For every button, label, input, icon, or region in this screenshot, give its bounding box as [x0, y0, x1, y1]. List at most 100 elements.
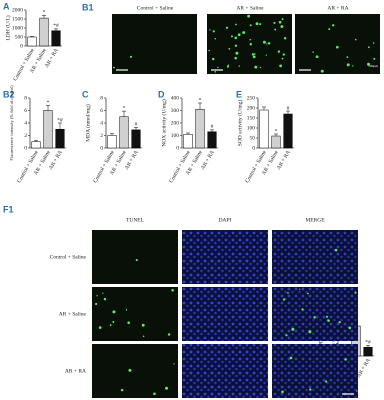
scale-label: 100μm	[356, 389, 366, 393]
column-label: AR + RA	[327, 5, 348, 11]
y-tick-label: 5	[332, 341, 335, 347]
cell	[120, 388, 124, 392]
cell	[327, 319, 330, 322]
cell	[249, 43, 253, 46]
cell	[153, 392, 156, 396]
micrograph-overlay	[272, 344, 358, 398]
bar	[271, 135, 281, 149]
cell	[307, 292, 309, 295]
cell	[208, 49, 210, 52]
bar	[119, 116, 129, 149]
cell	[291, 327, 295, 331]
micrograph	[182, 344, 268, 398]
cell	[253, 53, 256, 55]
annotation: *	[275, 128, 278, 134]
bar	[283, 113, 293, 149]
micrograph	[207, 14, 292, 74]
cell	[128, 368, 132, 372]
y-tick-label: 1500	[12, 16, 23, 22]
panel-label: B1	[82, 2, 94, 12]
cell	[127, 321, 130, 324]
cell	[273, 21, 276, 24]
y-tick-label: 100	[247, 125, 256, 131]
cell	[373, 57, 376, 60]
cell	[354, 38, 357, 41]
micrograph	[295, 14, 380, 74]
cell	[281, 57, 284, 60]
cell	[265, 54, 267, 56]
cell	[328, 28, 331, 31]
cell	[102, 292, 104, 294]
cell	[309, 388, 312, 391]
cell	[255, 22, 259, 26]
y-tick-label: 8	[100, 95, 103, 101]
cell	[237, 33, 241, 37]
y-tick-label: 200	[247, 105, 256, 111]
cell	[225, 26, 229, 29]
cell	[209, 29, 211, 31]
cell	[165, 386, 169, 390]
cell	[331, 24, 335, 27]
cell	[320, 69, 324, 73]
cell	[277, 50, 281, 53]
column-label: MERGE	[305, 217, 325, 223]
cell	[266, 43, 268, 45]
bar	[39, 17, 49, 47]
y-tick-label: 50	[250, 135, 256, 141]
y-tick-label: 100	[171, 133, 180, 139]
cell	[112, 310, 116, 314]
y-axis-label: LDH (U/L)	[4, 15, 11, 40]
micrograph	[112, 14, 197, 74]
cell	[334, 248, 338, 252]
bar	[195, 109, 205, 149]
cell	[282, 298, 286, 301]
cell	[227, 64, 230, 67]
y-axis-label: NOX activity (U/mg)	[160, 99, 167, 147]
y-tick-label: 0	[24, 145, 27, 151]
column-label: TUNEL	[126, 217, 145, 223]
cell	[348, 326, 352, 330]
bar	[183, 134, 193, 149]
micrograph-overlay	[272, 230, 358, 284]
micrograph	[92, 230, 178, 284]
cell	[235, 51, 239, 55]
y-axis-label: MDA (nmol/mg)	[84, 104, 91, 142]
cell	[289, 356, 293, 360]
cell	[125, 309, 128, 311]
cell	[281, 390, 284, 394]
cell	[234, 36, 238, 40]
cell	[226, 65, 229, 68]
cell	[103, 297, 107, 301]
y-tick-label: 4	[24, 120, 27, 126]
annotation: *	[47, 100, 50, 106]
cell	[234, 44, 238, 47]
y-tick-label: 500	[15, 34, 24, 40]
row-label: AR + Saline	[59, 311, 87, 317]
bar	[27, 36, 37, 47]
panel-label: F1	[3, 204, 14, 214]
bar	[207, 131, 217, 149]
y-tick-label: 300	[171, 108, 180, 114]
panel-label: A	[3, 1, 10, 11]
cell	[299, 288, 301, 290]
bar	[131, 129, 141, 149]
cell	[338, 320, 341, 324]
cell	[238, 65, 240, 67]
bar	[51, 30, 61, 47]
cell	[344, 358, 347, 361]
cell	[313, 316, 316, 319]
cell	[230, 35, 233, 38]
micrograph	[182, 287, 268, 341]
cell	[212, 30, 215, 33]
column-label: DAPI	[219, 217, 232, 223]
cell	[214, 70, 217, 73]
y-tick-label: 1000	[12, 25, 23, 31]
micrograph	[182, 230, 268, 284]
annotation: *	[123, 105, 126, 111]
y-tick-label: 2	[100, 133, 103, 139]
cell	[280, 25, 284, 29]
panel-label: C	[82, 89, 89, 99]
cell	[367, 62, 371, 66]
cell	[287, 292, 289, 294]
